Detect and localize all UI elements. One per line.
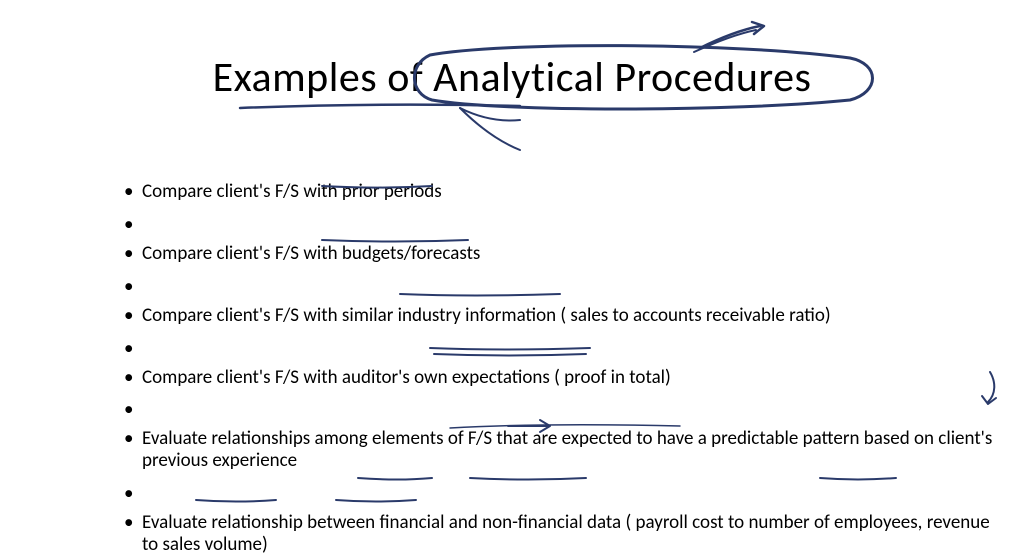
comparisons-handwriting: Comparisons — [772, 12, 920, 43]
ratio-handwriting: Ratio — [524, 140, 572, 165]
bullet-item: Compare client's F/S with budgets/foreca… — [124, 243, 1004, 265]
branch-ratio-ink — [460, 108, 520, 150]
bullet-item — [124, 214, 1004, 232]
slide: Examples of Analytical Procedures Compar… — [0, 0, 1024, 555]
bullet-item — [124, 483, 1004, 501]
arrow-to-comparisons-head-ink — [752, 22, 764, 34]
arrow-to-comparisons-ink — [700, 26, 760, 48]
bullet-item — [124, 276, 1004, 294]
title-underline-ink — [240, 105, 520, 108]
bullet-item: Compare client's F/S with prior periods — [124, 181, 1004, 203]
arrow-to-comparisons-ink-2 — [694, 30, 756, 52]
bullet-item: Compare client's F/S with similar indust… — [124, 305, 1004, 327]
bullet-item: Compare client's F/S with auditor's own … — [124, 367, 1004, 389]
branch-dollar-ink — [460, 108, 520, 121]
dollar-handwriting: $ — [528, 106, 539, 131]
bullet-item: Evaluate relationship between financial … — [124, 512, 1004, 555]
bullet-item: Evaluate relationships among elements of… — [124, 428, 1004, 472]
bullet-item — [124, 338, 1004, 356]
bullet-item — [124, 399, 1004, 417]
bullet-list: Compare client's F/S with prior periods … — [84, 181, 1004, 555]
slide-title: Examples of Analytical Procedures — [0, 52, 1024, 103]
